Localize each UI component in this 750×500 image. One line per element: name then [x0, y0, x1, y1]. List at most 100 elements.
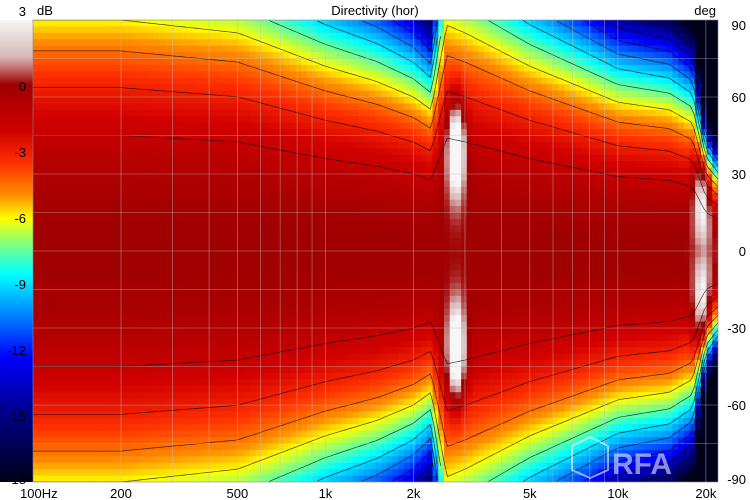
heatmap-cell [352, 372, 359, 380]
heatmap-cell [352, 84, 359, 92]
heatmap-cell [50, 283, 57, 291]
heatmap-cell [232, 276, 240, 284]
heatmap-cell [249, 437, 257, 445]
heatmap-cell [227, 109, 234, 117]
heatmap-cell [215, 238, 222, 246]
heatmap-cell [84, 174, 91, 182]
heatmap-cell [415, 103, 422, 111]
heatmap-cell [244, 103, 251, 111]
heatmap-cell [312, 366, 320, 374]
heatmap-cell [341, 372, 348, 380]
heatmap-cell [209, 77, 217, 85]
heatmap-cell [55, 64, 63, 72]
heatmap-cell [33, 437, 40, 445]
heatmap-cell [72, 186, 80, 194]
heatmap-cell [358, 32, 365, 40]
heatmap-cell [221, 449, 228, 457]
heatmap-cell [301, 321, 308, 329]
heatmap-cell [78, 270, 85, 278]
heatmap-cell [204, 340, 211, 348]
heatmap-cell [364, 424, 371, 432]
heatmap-cell [238, 360, 245, 368]
heatmap-cell [44, 424, 51, 432]
heatmap-cell [130, 302, 137, 310]
heatmap-cell [135, 45, 143, 53]
heatmap-cell [147, 443, 154, 451]
heatmap-cell [244, 398, 251, 406]
heatmap-cell [55, 174, 63, 182]
heatmap-cell [44, 295, 51, 303]
heatmap-cell [44, 218, 51, 226]
heatmap-cell [307, 167, 314, 175]
heatmap-cell [409, 193, 417, 201]
heatmap-cell [44, 244, 51, 252]
heatmap-cell [267, 186, 274, 194]
heatmap-cell [358, 430, 365, 438]
heatmap-cell [95, 218, 103, 226]
heatmap-cell [358, 347, 365, 355]
heatmap-cell [335, 276, 342, 284]
heatmap-cell [335, 199, 342, 207]
heatmap-cell [278, 225, 285, 233]
heatmap-cell [346, 129, 354, 137]
heatmap-cell [158, 392, 165, 400]
heatmap-cell [398, 212, 405, 220]
heatmap-cell [33, 141, 40, 149]
heatmap-cell [107, 180, 114, 188]
heatmap-cell [421, 411, 428, 419]
heatmap-cell [381, 328, 388, 336]
heatmap-cell [329, 161, 337, 169]
heatmap-cell [267, 20, 274, 28]
heatmap-cell [227, 186, 234, 194]
heatmap-cell [227, 353, 234, 361]
heatmap-cell [72, 302, 80, 310]
heatmap-cell [141, 443, 148, 451]
heatmap-cell [289, 26, 297, 34]
heatmap-cell [392, 456, 399, 464]
heatmap-cell [392, 238, 399, 246]
heatmap-cell [78, 295, 85, 303]
heatmap-cell [67, 366, 74, 374]
heatmap-cell [312, 385, 320, 393]
heatmap-cell [209, 411, 217, 419]
heatmap-layer [33, 20, 718, 482]
heatmap-cell [187, 321, 194, 329]
heatmap-cell [261, 475, 268, 482]
heatmap-cell [295, 52, 302, 60]
heatmap-cell [307, 437, 314, 445]
heatmap-cell [329, 238, 337, 246]
heatmap-cell [318, 405, 325, 413]
heatmap-cell [181, 154, 188, 162]
heatmap-cell [198, 84, 205, 92]
heatmap-cell [346, 58, 354, 66]
heatmap-cell [335, 97, 342, 105]
heatmap-cell [38, 295, 46, 303]
heatmap-cell [147, 84, 154, 92]
heatmap-cell [352, 77, 359, 85]
heatmap-cell [95, 424, 103, 432]
heatmap-cell [358, 251, 365, 259]
heatmap-cell [238, 180, 245, 188]
heatmap-cell [90, 212, 97, 220]
heatmap-cell [318, 443, 325, 451]
heatmap-cell [33, 225, 40, 233]
heatmap-cell [255, 58, 262, 66]
heatmap-cell [215, 161, 222, 169]
heatmap-cell [238, 417, 245, 425]
heatmap-cell [312, 263, 320, 271]
heatmap-cell [170, 321, 177, 329]
heatmap-cell [255, 443, 262, 451]
heatmap-cell [289, 315, 297, 323]
heatmap-cell [289, 45, 297, 53]
heatmap-cell [152, 116, 160, 124]
heatmap-cell [346, 135, 354, 143]
heatmap-cell [392, 116, 399, 124]
heatmap-cell [381, 424, 388, 432]
heatmap-cell [130, 251, 137, 259]
heatmap-cell [175, 238, 183, 246]
heatmap-cell [244, 430, 251, 438]
heatmap-cell [215, 52, 222, 60]
heatmap-cell [192, 385, 200, 393]
heatmap-cell [198, 199, 205, 207]
heatmap-cell [227, 97, 234, 105]
